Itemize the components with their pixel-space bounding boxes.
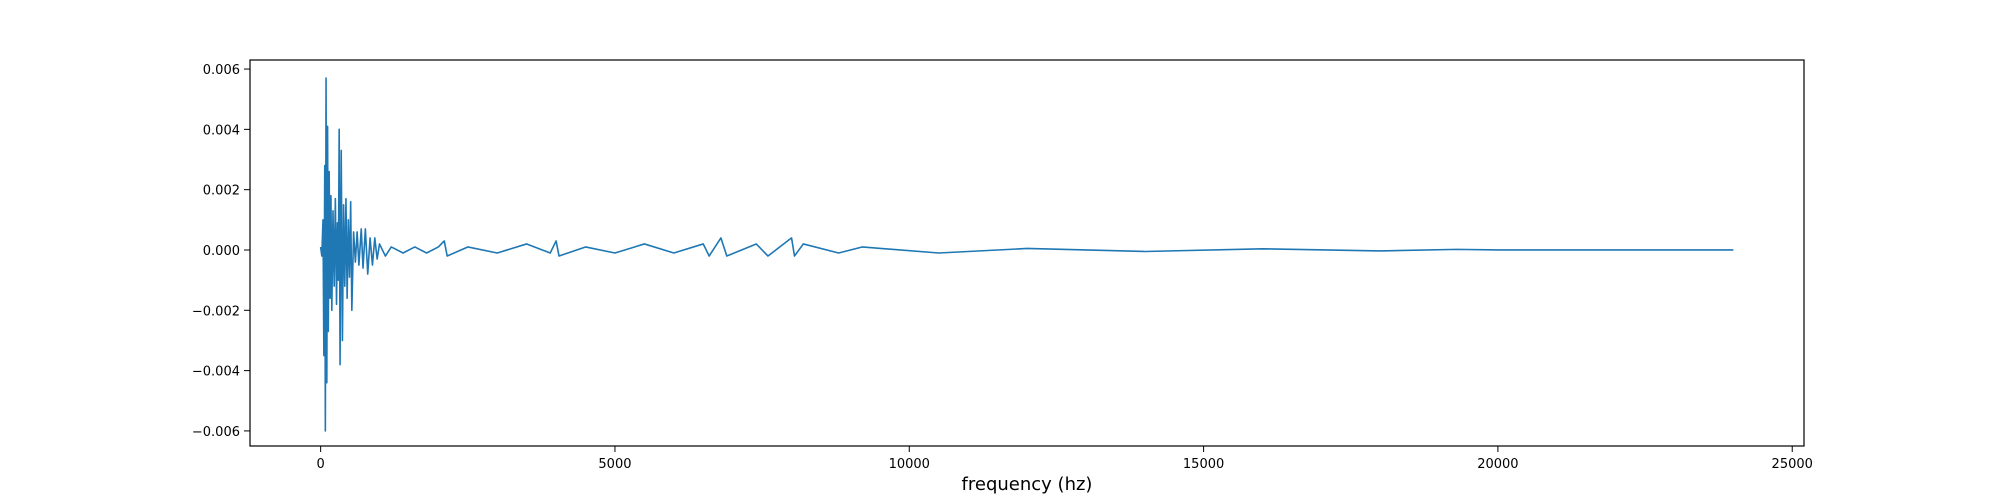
y-tick-label: −0.006 <box>192 425 240 440</box>
series-layer <box>319 77 1734 432</box>
x-tick-label: 0 <box>316 457 324 472</box>
y-tick-label: 0.002 <box>203 184 240 199</box>
y-tick-label: 0.006 <box>203 63 240 78</box>
x-tick-label: 10000 <box>889 457 930 472</box>
y-axis: −0.006 −0.004 −0.002 0.000 0.002 0.004 0.006 <box>192 63 250 440</box>
x-axis: 0 5000 10000 15000 20000 25000 <box>316 446 1813 472</box>
y-tick-label: −0.004 <box>192 365 240 380</box>
series-line <box>319 77 1734 432</box>
y-tick-label: 0.000 <box>203 244 240 259</box>
plot-frame <box>249 59 1805 447</box>
x-axis-label: frequency (hz) <box>962 474 1093 495</box>
x-tick-label: 20000 <box>1477 457 1518 472</box>
y-tick-label: 0.004 <box>203 123 240 138</box>
x-tick-label: 15000 <box>1183 457 1224 472</box>
y-tick-label: −0.002 <box>192 304 240 319</box>
x-tick-label: 25000 <box>1772 457 1813 472</box>
x-tick-label: 5000 <box>598 457 631 472</box>
